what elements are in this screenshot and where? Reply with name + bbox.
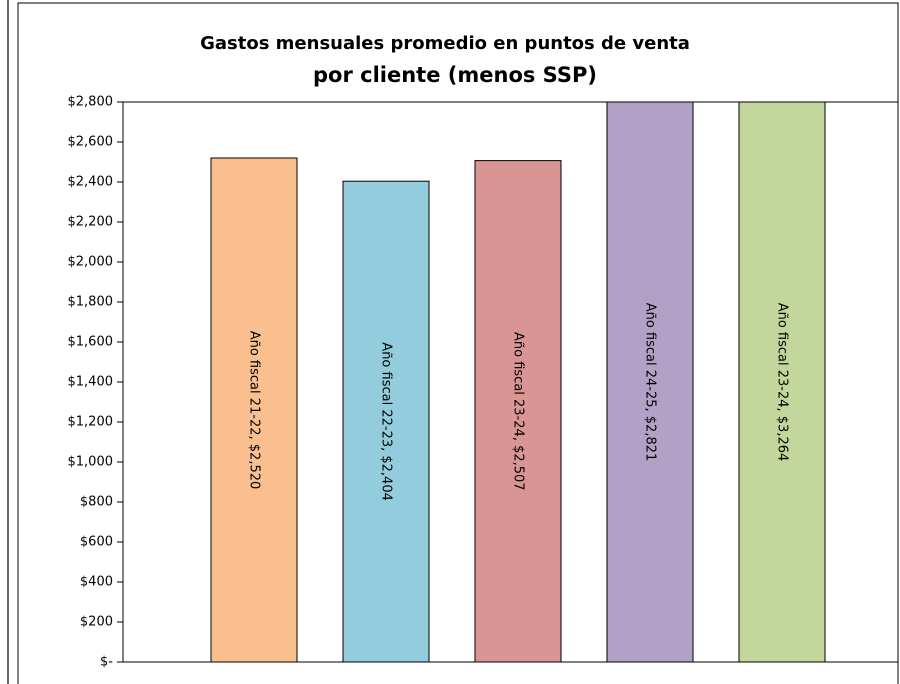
- y-tick-label: $800: [80, 495, 113, 510]
- y-tick-label: $1,000: [68, 455, 114, 470]
- y-tick-label: $2,000: [68, 255, 114, 270]
- y-tick-label: $2,600: [68, 135, 114, 150]
- bar: [342, 180, 430, 662]
- chart-subtitle: por cliente (menos SSP): [313, 63, 597, 87]
- data-label: Año fiscal 23-24, $2,507: [511, 332, 526, 491]
- y-tick-label: $1,800: [68, 295, 114, 310]
- y-tick-label: $1,400: [68, 375, 114, 390]
- y-tick-label: $600: [80, 535, 113, 550]
- data-label: Año fiscal 24-25, $2,821: [643, 303, 658, 462]
- y-tick-label: $2,400: [68, 175, 114, 190]
- bar: [210, 157, 298, 662]
- data-label: Año fiscal 23-24, $3,264: [775, 303, 790, 462]
- y-tick-label: $1,600: [68, 335, 114, 350]
- y-tick-label: $2,800: [68, 95, 114, 110]
- y-tick-label: $400: [80, 575, 113, 590]
- y-tick-label: $1,200: [68, 415, 114, 430]
- bar: [474, 160, 562, 662]
- bars: [210, 102, 826, 662]
- data-label: Año fiscal 22-23, $2,404: [379, 342, 394, 501]
- y-tick-label: $-: [100, 655, 113, 670]
- data-label: Año fiscal 21-22, $2,520: [247, 331, 262, 490]
- bar: [738, 102, 826, 662]
- bar: [606, 102, 694, 662]
- y-tick-label: $200: [80, 615, 113, 630]
- chart-title: Gastos mensuales promedio en puntos de v…: [200, 33, 690, 54]
- y-tick-label: $2,200: [68, 215, 114, 230]
